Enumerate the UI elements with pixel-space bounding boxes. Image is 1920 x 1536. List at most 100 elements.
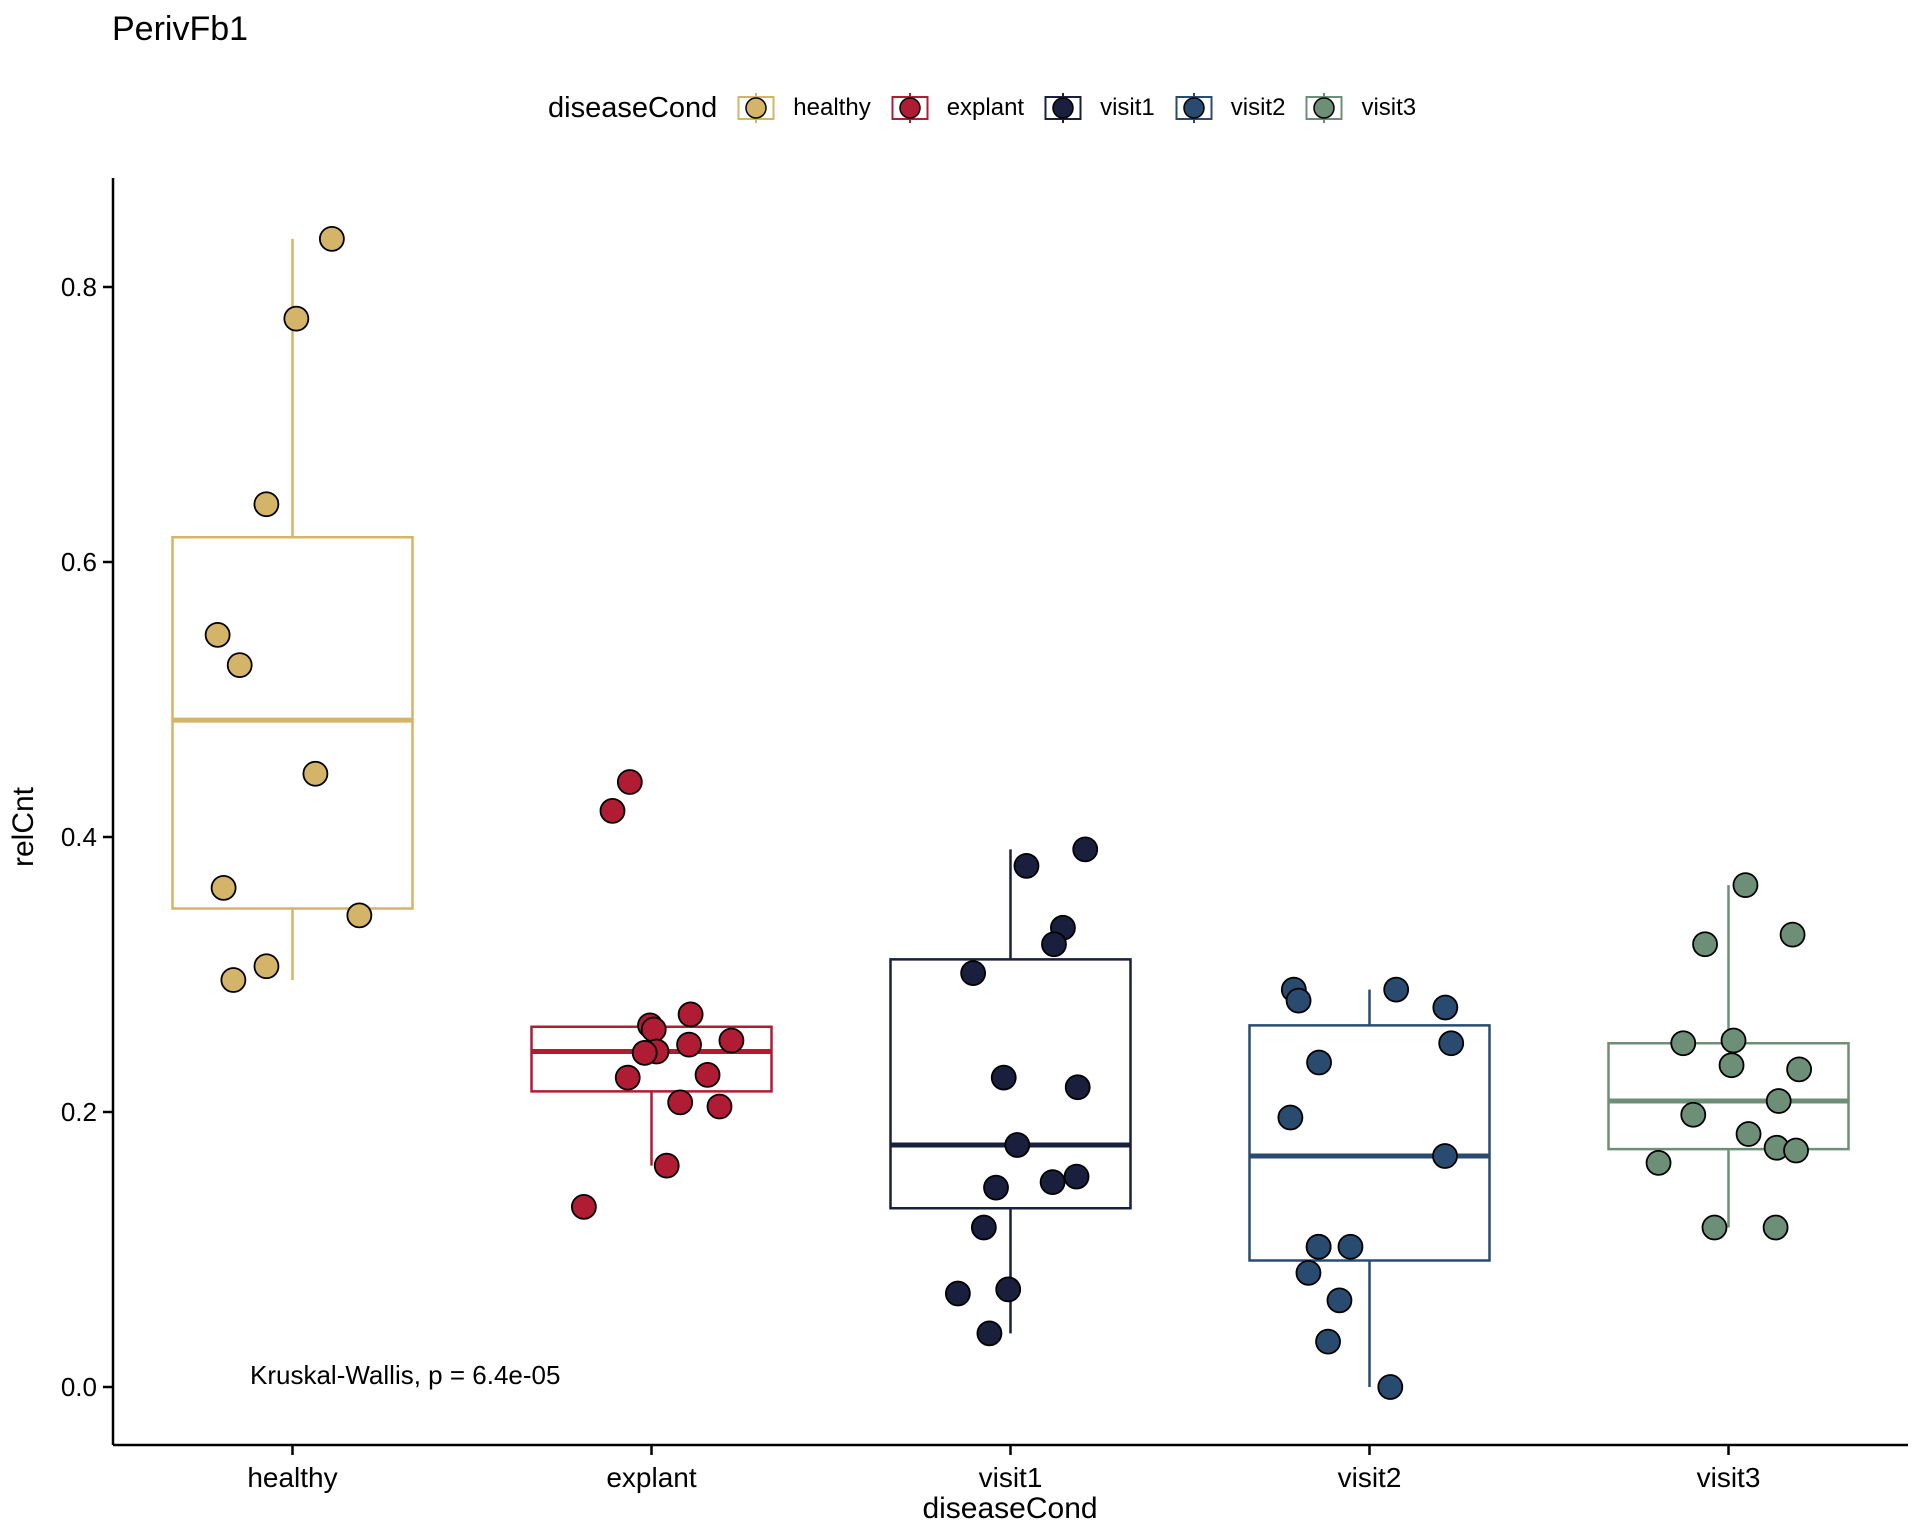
data-point <box>1762 1214 1789 1241</box>
data-point <box>1285 987 1312 1014</box>
y-tick-label: 0.2 <box>61 1097 97 1127</box>
data-point <box>653 1152 680 1179</box>
data-point <box>616 769 643 795</box>
x-tick-label-visit2: visit2 <box>1338 1462 1402 1493</box>
legend-item-visit2: visit2 <box>1175 93 1286 123</box>
data-point <box>1783 1137 1809 1164</box>
legend-key-visit1 <box>1044 93 1082 123</box>
data-point <box>677 1001 704 1028</box>
data-point <box>1315 1328 1341 1355</box>
data-point <box>570 1193 597 1220</box>
legend-label-visit1: visit1 <box>1100 94 1155 121</box>
data-point <box>1295 1259 1322 1286</box>
data-point <box>1064 1074 1091 1101</box>
legend-key-point <box>1183 97 1205 119</box>
legend-key-visit2 <box>1175 93 1213 123</box>
data-point <box>676 1031 702 1058</box>
data-point <box>253 953 280 980</box>
data-point <box>990 1064 1017 1091</box>
box-visit1 <box>889 958 1132 1210</box>
legend-item-healthy: healthy <box>737 93 871 123</box>
chart-title: PerivFb1 <box>112 10 249 48</box>
legend-key-healthy <box>737 93 775 123</box>
series-explant <box>530 769 773 1220</box>
data-point <box>944 1280 971 1307</box>
data-point <box>1305 1233 1332 1260</box>
data-point <box>253 491 280 518</box>
data-point <box>694 1061 721 1088</box>
data-point <box>1326 1287 1353 1314</box>
data-point <box>1432 1143 1458 1169</box>
legend-key-point <box>745 97 768 119</box>
data-point <box>210 874 237 901</box>
legend-key-point <box>1052 97 1074 119</box>
data-point <box>995 1276 1022 1303</box>
x-tick-label-explant: explant <box>606 1462 697 1493</box>
y-tick-label: 0.6 <box>61 547 97 577</box>
data-point <box>1383 976 1410 1003</box>
data-point <box>1765 1088 1792 1114</box>
legend-item-explant: explant <box>891 93 1024 123</box>
legend-label-healthy: healthy <box>793 94 871 121</box>
x-tick-label-visit3: visit3 <box>1697 1462 1761 1493</box>
data-point <box>631 1039 658 1066</box>
data-point <box>1718 1052 1745 1079</box>
legend-label-explant: explant <box>946 94 1025 121</box>
data-point <box>1779 921 1806 948</box>
data-point <box>1786 1056 1813 1083</box>
data-point <box>1670 1030 1697 1057</box>
data-point <box>226 652 253 679</box>
data-point <box>960 960 987 987</box>
data-point <box>1432 994 1459 1021</box>
legend-key-point <box>898 97 921 119</box>
data-point <box>1438 1030 1465 1057</box>
legend-key-point <box>1313 97 1336 119</box>
y-axis-title: relCnt <box>7 786 40 868</box>
data-point <box>1645 1149 1672 1176</box>
data-point <box>1039 1169 1066 1196</box>
box-healthy <box>171 536 414 910</box>
data-point <box>976 1320 1003 1347</box>
data-point <box>640 1016 667 1043</box>
data-point <box>1063 1163 1090 1190</box>
legend-title: diseaseCond <box>548 91 718 124</box>
series-visit2 <box>1248 976 1491 1400</box>
data-point <box>1004 1132 1031 1158</box>
data-point <box>983 1174 1009 1201</box>
data-point <box>302 760 329 787</box>
legend: diseaseCond healthy explant visit1 visit… <box>548 90 1436 126</box>
x-tick-label-healthy: healthy <box>247 1462 337 1493</box>
data-point <box>1735 1121 1762 1147</box>
data-point <box>718 1027 745 1054</box>
y-tick-label: 0.4 <box>61 822 97 852</box>
data-point <box>1732 872 1759 899</box>
data-point <box>283 305 310 332</box>
legend-key-explant <box>891 93 929 123</box>
data-point <box>1720 1027 1747 1054</box>
data-point <box>1041 931 1067 958</box>
data-point <box>614 1064 641 1091</box>
box-visit2 <box>1248 1024 1491 1262</box>
series-visit3 <box>1607 872 1850 1241</box>
data-point <box>706 1093 733 1120</box>
data-point <box>220 967 247 993</box>
legend-label-visit3: visit3 <box>1361 94 1417 121</box>
series-healthy <box>171 225 414 993</box>
data-point <box>1013 852 1040 879</box>
data-point <box>1680 1101 1707 1128</box>
data-point <box>1692 931 1718 958</box>
data-point <box>1306 1049 1332 1076</box>
data-point <box>346 902 373 929</box>
data-point <box>204 621 231 648</box>
y-tick-label: 0.0 <box>61 1372 97 1402</box>
y-tick-label: 0.8 <box>61 272 97 302</box>
data-point <box>667 1089 694 1116</box>
data-point <box>1072 836 1099 863</box>
x-axis-title: diseaseCond <box>922 1492 1098 1525</box>
data-point <box>1277 1104 1304 1131</box>
legend-label-visit2: visit2 <box>1230 94 1286 121</box>
series-visit1 <box>889 836 1132 1347</box>
legend-item-visit1: visit1 <box>1044 93 1155 123</box>
data-point <box>318 225 345 252</box>
